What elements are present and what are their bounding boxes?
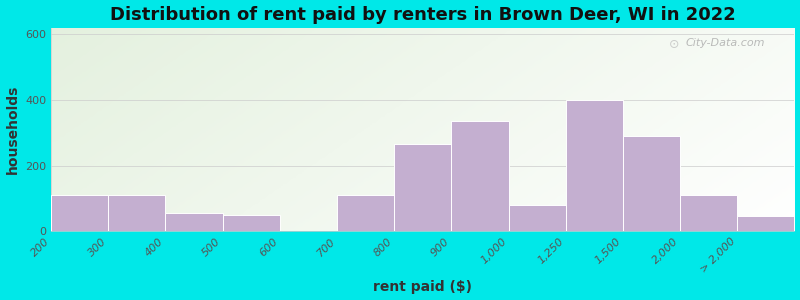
Title: Distribution of rent paid by renters in Brown Deer, WI in 2022: Distribution of rent paid by renters in …	[110, 6, 736, 24]
Bar	[51, 195, 108, 231]
Bar	[509, 205, 566, 231]
Bar	[680, 195, 738, 231]
Bar	[566, 100, 623, 231]
Bar	[738, 217, 794, 231]
Bar	[337, 195, 394, 231]
Bar	[108, 195, 166, 231]
Bar	[623, 136, 680, 231]
Text: ⊙: ⊙	[669, 38, 679, 51]
Bar	[166, 213, 222, 231]
X-axis label: rent paid ($): rent paid ($)	[374, 280, 472, 294]
Bar	[394, 144, 451, 231]
Bar	[451, 122, 509, 231]
Y-axis label: households: households	[6, 85, 19, 174]
Bar	[222, 215, 280, 231]
Text: City-Data.com: City-Data.com	[686, 38, 765, 48]
